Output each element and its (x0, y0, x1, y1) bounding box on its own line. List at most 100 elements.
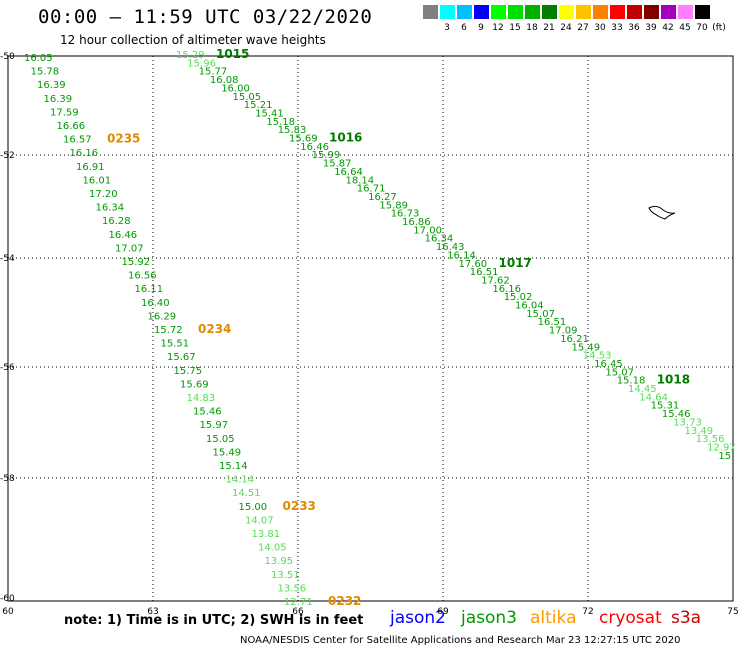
map-title: 00:00 – 11:59 UTC 03/22/2020 (38, 6, 373, 28)
legend-swatch (627, 5, 642, 19)
lon-tick-label: 72 (582, 607, 593, 617)
swh-value: 15.46 (662, 409, 691, 420)
swh-value: 16.05 (24, 53, 53, 64)
swh-value: 15.97 (200, 420, 229, 431)
map-subtitle: 12 hour collection of altimeter wave hei… (60, 33, 326, 47)
swh-value: 15.29 (176, 50, 205, 61)
satellite-label-s3a: s3a (671, 608, 702, 628)
satellite-label-altika: altika (530, 608, 577, 628)
swh-value: 15.92 (122, 257, 151, 268)
island-outline (648, 205, 676, 220)
swh-value: 15.69 (289, 134, 318, 145)
swh-value: 16.04 (515, 301, 544, 312)
swh-value: 14.83 (187, 393, 216, 404)
swh-value: 14.14 (226, 475, 255, 486)
swh-value: 14.51 (232, 488, 261, 499)
satellite-label-cryosat: cryosat (599, 608, 662, 628)
swh-value: 16.01 (83, 175, 112, 186)
swh-value: 16.51 (538, 317, 567, 328)
lon-tick-label: 66 (292, 607, 304, 617)
legend-swatch (593, 5, 608, 19)
swh-value: 16.45 (594, 359, 623, 370)
time-label: 0234 (198, 322, 231, 336)
swh-value: 16.86 (402, 217, 431, 228)
time-label: 1016 (329, 131, 362, 145)
swh-value: 14.64 (639, 392, 668, 403)
swh-value: 14.07 (245, 515, 274, 526)
legend-swatch (644, 5, 659, 19)
swh-value: 15.72 (154, 325, 183, 336)
legend-label: 6 (461, 23, 467, 33)
swh-value: 16.00 (221, 83, 250, 94)
swh-value: 17.09 (549, 326, 578, 337)
lat-tick-label: -58 (0, 474, 15, 484)
swh-value: 15.21 (244, 100, 273, 111)
legend-label: 15 (509, 23, 521, 33)
legend-label: 36 (628, 23, 640, 33)
lat-tick-label: -52 (0, 151, 15, 161)
swh-value: 13.56 (278, 583, 307, 594)
swh-value: 16.40 (141, 298, 170, 309)
swh-value: 15.31 (651, 401, 680, 412)
time-label: 1015 (216, 47, 249, 61)
swh-value: 16.71 (357, 184, 386, 195)
swh-value: 12.71 (284, 597, 313, 608)
swh-value: 15 (718, 451, 731, 462)
swh-value: 16.57 (63, 135, 92, 146)
legend-label: 33 (611, 23, 623, 33)
swh-value: 16.16 (70, 148, 99, 159)
legend-swatch (576, 5, 591, 19)
swh-value: 16.39 (44, 94, 73, 105)
time-label: 1017 (499, 256, 532, 270)
swh-value: 16.64 (334, 167, 363, 178)
legend-swatch (610, 5, 625, 19)
time-label: 0232 (328, 594, 361, 608)
swh-value: 15.89 (379, 200, 408, 211)
swh-value: 15.02 (504, 292, 533, 303)
time-label: 1018 (657, 373, 690, 387)
swh-value: 17.00 (413, 225, 442, 236)
swh-value: 15.00 (239, 502, 268, 513)
swh-value: 15.49 (213, 447, 242, 458)
legend-label: 12 (492, 23, 504, 33)
lon-tick-label: 63 (147, 607, 158, 617)
lat-tick-label: -56 (0, 363, 15, 373)
footer-note: note: 1) Time is in UTC; 2) SWH is in fe… (64, 613, 364, 628)
legend-swatch (559, 5, 574, 19)
swh-value: 15.18 (266, 117, 295, 128)
legend-label: 9 (478, 23, 484, 33)
swh-value: 16.08 (210, 75, 239, 86)
swh-value: 13.49 (685, 426, 714, 437)
legend-label: 39 (645, 23, 657, 33)
legend-swatch (457, 5, 472, 19)
lon-tick-label: 75 (727, 607, 738, 617)
legend-swatch (678, 5, 693, 19)
swh-value: 13.95 (265, 556, 294, 567)
swh-value: 16.34 (425, 234, 454, 245)
legend-swatch (695, 5, 710, 19)
legend-swatch (423, 5, 438, 19)
swh-value: 16.16 (492, 284, 521, 295)
swh-value: 15.96 (187, 58, 216, 69)
swh-value: 15.05 (206, 434, 235, 445)
legend-label: 18 (526, 23, 538, 33)
legend-swatch (542, 5, 557, 19)
swh-value: 15.41 (255, 108, 284, 119)
swh-value: 16.11 (135, 284, 164, 295)
swh-value: 16.29 (148, 311, 177, 322)
legend-label: 30 (594, 23, 606, 33)
swh-value: 15.75 (174, 366, 203, 377)
swh-value: 16.34 (96, 203, 125, 214)
legend-label: 70 (696, 23, 708, 33)
swh-value: 15.51 (161, 339, 190, 350)
swh-value: 15.05 (233, 92, 262, 103)
legend-label: 45 (679, 23, 691, 33)
legend-label: 27 (577, 23, 589, 33)
swh-value: 16.28 (102, 216, 131, 227)
swh-value: 16.27 (368, 192, 397, 203)
legend-swatch (474, 5, 489, 19)
lat-tick-label: -54 (0, 254, 15, 264)
swh-value: 15.14 (219, 461, 248, 472)
swh-value: 16.51 (470, 267, 499, 278)
